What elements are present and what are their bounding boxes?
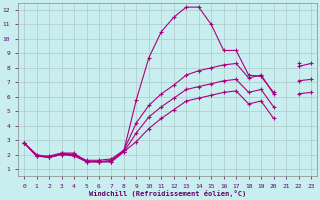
X-axis label: Windchill (Refroidissement éolien,°C): Windchill (Refroidissement éolien,°C) — [89, 190, 246, 197]
